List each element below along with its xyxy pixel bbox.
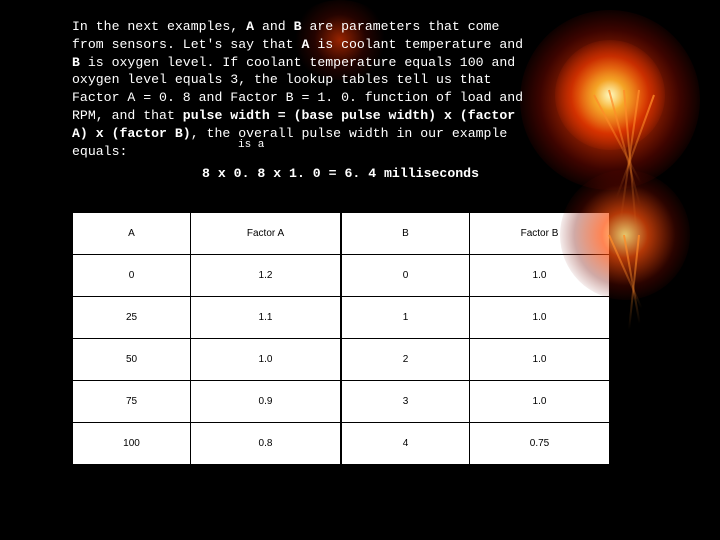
table-row: 40.75: [342, 423, 610, 465]
table-row: 01.2: [73, 255, 341, 297]
table-row: A Factor A: [73, 213, 341, 255]
table-row: 11.0: [342, 297, 610, 339]
calculation-line: 8 x 0. 8 x 1. 0 = 6. 4 milliseconds: [202, 165, 690, 183]
col-header: Factor A: [191, 213, 341, 255]
col-header: A: [73, 213, 191, 255]
paragraph: In the next examples, A and B are parame…: [72, 19, 523, 159]
table-row: 1000.8: [73, 423, 341, 465]
table-factor-b: B Factor B 01.0 11.0 21.0 31.0 40.75: [341, 212, 610, 465]
table-row: 01.0: [342, 255, 610, 297]
table-row: 31.0: [342, 381, 610, 423]
table-factor-a: A Factor A 01.2 251.1 501.0 750.9 1000.8: [72, 212, 341, 465]
col-header: B: [342, 213, 470, 255]
table-row: 750.9: [73, 381, 341, 423]
table-row: 251.1: [73, 297, 341, 339]
table-row: 501.0: [73, 339, 341, 381]
table-row: B Factor B: [342, 213, 610, 255]
lookup-tables: A Factor A 01.2 251.1 501.0 750.9 1000.8…: [72, 212, 720, 465]
slide-text: In the next examples, A and B are parame…: [0, 0, 720, 182]
col-header: Factor B: [470, 213, 610, 255]
stray-text-isa: is a: [238, 138, 264, 153]
table-row: 21.0: [342, 339, 610, 381]
